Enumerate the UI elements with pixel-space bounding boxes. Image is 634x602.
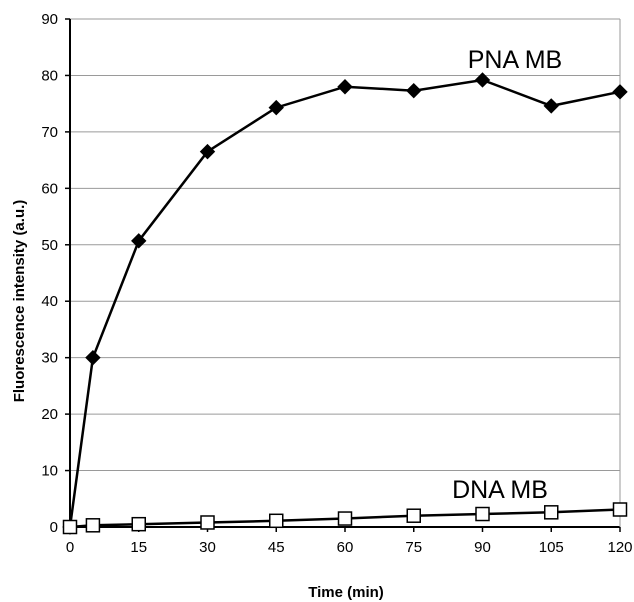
- x-tick-label-0: 0: [66, 539, 74, 556]
- series-line-dna-mb: [69, 508, 621, 529]
- point-pna-mb-7: [474, 72, 491, 88]
- y-tick-label-20: 20: [41, 406, 58, 423]
- axes: [65, 18, 621, 532]
- x-axis-title: Time (min): [308, 584, 384, 601]
- point-pna-mb-3: [199, 143, 216, 160]
- x-tick-label-45: 45: [268, 539, 285, 556]
- y-tick-label-80: 80: [41, 67, 58, 84]
- x-tick-label-30: 30: [199, 539, 216, 556]
- point-dna-mb-3: [200, 515, 215, 530]
- y-tick-label-10: 10: [41, 463, 58, 480]
- point-dna-mb-6: [406, 508, 421, 523]
- x-tick-label-75: 75: [405, 539, 422, 556]
- series-line-pna-mb: [68, 78, 621, 528]
- series-lines: [68, 78, 621, 529]
- x-tick-label-90: 90: [474, 539, 491, 556]
- series-label-pna-mb: PNA MB: [468, 46, 562, 74]
- point-dna-mb-8: [544, 505, 559, 520]
- x-tick-label-15: 15: [130, 539, 147, 556]
- point-dna-mb-1: [85, 518, 101, 533]
- point-dna-mb-2: [131, 516, 146, 532]
- point-dna-mb-0: [62, 519, 78, 535]
- point-pna-mb-2: [131, 233, 147, 249]
- point-pna-mb-6: [406, 82, 422, 99]
- y-tick-label-30: 30: [41, 350, 58, 367]
- point-pna-mb-9: [612, 84, 628, 100]
- y-tick-label-70: 70: [41, 124, 58, 141]
- point-pna-mb-1: [85, 349, 101, 366]
- x-tick-label-60: 60: [337, 539, 354, 556]
- point-dna-mb-5: [337, 511, 353, 526]
- y-axis-title: Fluorescence intensity (a.u.): [11, 200, 28, 403]
- y-tick-label-60: 60: [41, 180, 58, 197]
- gridlines: [70, 18, 620, 472]
- y-tick-label-40: 40: [41, 293, 58, 310]
- series-label-dna-mb: DNA MB: [452, 476, 548, 504]
- y-tick-label-0: 0: [50, 519, 58, 536]
- y-tick-label-90: 90: [41, 11, 58, 28]
- point-pna-mb-5: [337, 79, 353, 95]
- x-tick-label-105: 105: [539, 539, 564, 556]
- data-markers: [62, 72, 628, 535]
- point-pna-mb-8: [543, 98, 559, 114]
- point-dna-mb-4: [269, 513, 284, 529]
- point-dna-mb-9: [612, 502, 628, 517]
- tick-labels: 0 10 20 30 40 50 60 70 80 90 0 15 30 45 60 75 90 105 120: [41, 11, 632, 556]
- point-pna-mb-4: [268, 99, 284, 116]
- x-tick-label-120: 120: [607, 539, 632, 556]
- y-tick-label-50: 50: [41, 237, 58, 254]
- point-dna-mb-7: [475, 506, 490, 522]
